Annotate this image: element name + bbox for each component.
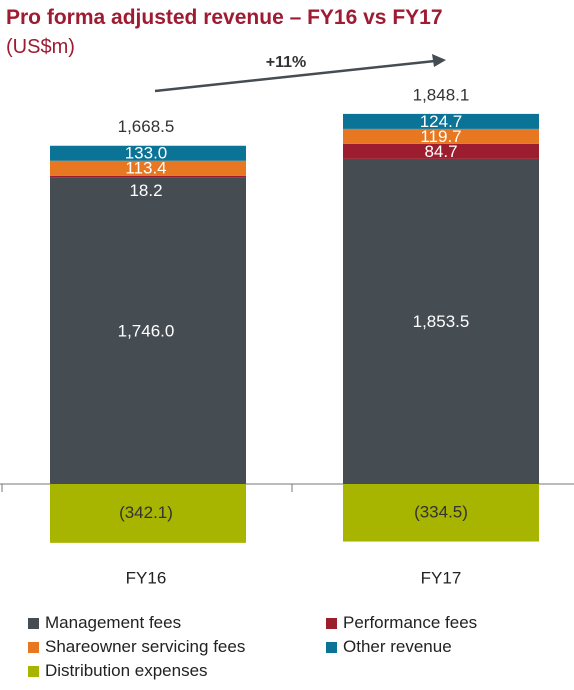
legend-swatch (28, 665, 39, 677)
bar-segment-shareowner-servicing-fees (343, 128, 539, 144)
legend-label: Distribution expenses (45, 661, 208, 680)
data-label: (342.1) (119, 503, 173, 522)
data-label: 1,746.0 (118, 321, 175, 340)
legend-label: Performance fees (343, 613, 478, 632)
legend-item-other-revenue: Other revenue (326, 637, 452, 657)
bar-segment-performance-fees (50, 175, 246, 178)
data-label: 1,853.5 (413, 312, 470, 331)
data-label: 133.0 (125, 144, 168, 163)
legend-item-shareowner-servicing-fees: Shareowner servicing fees (28, 637, 245, 657)
legend-swatch (28, 617, 39, 629)
data-label: (334.5) (414, 502, 468, 521)
growth-label: +11% (266, 54, 306, 71)
growth-arrow-line (154, 59, 436, 93)
bar-segment-distribution-expenses (343, 484, 539, 542)
data-label: 119.7 (420, 127, 461, 146)
legend-item-performance-fees: Performance fees (326, 613, 477, 633)
bar-segment-management-fees (50, 177, 246, 485)
bar-segment-shareowner-servicing-fees (50, 160, 246, 176)
legend-swatch (28, 641, 39, 653)
legend-item-distribution-expenses: Distribution expenses (28, 661, 208, 681)
legend-label: Other revenue (343, 637, 452, 656)
x-tick-label: FY16 (126, 568, 167, 587)
data-label: 124.7 (420, 112, 463, 131)
legend-swatch (326, 617, 337, 629)
data-label: 18.2 (129, 181, 162, 200)
chart-subtitle: (US$m) (6, 36, 75, 58)
legend-label: Shareowner servicing fees (45, 637, 246, 656)
bar-segment-other-revenue (343, 113, 539, 129)
bar-segment-distribution-expenses (50, 484, 246, 543)
total-label: 1,848.1 (413, 85, 470, 104)
bar-segment-management-fees (343, 158, 539, 484)
total-label: 1,668.5 (118, 117, 175, 136)
legend-swatch (326, 641, 337, 653)
bar-segment-performance-fees (343, 143, 539, 159)
data-label: 113.4 (125, 159, 166, 178)
legend-label: Management fees (45, 613, 182, 632)
data-label: 84.7 (424, 142, 457, 161)
legend-item-management-fees: Management fees (28, 613, 181, 633)
growth-arrow-head (432, 54, 446, 67)
bar-segment-other-revenue (50, 145, 246, 161)
chart-title: Pro forma adjusted revenue – FY16 vs FY1… (6, 6, 443, 29)
x-tick-label: FY17 (421, 568, 462, 587)
